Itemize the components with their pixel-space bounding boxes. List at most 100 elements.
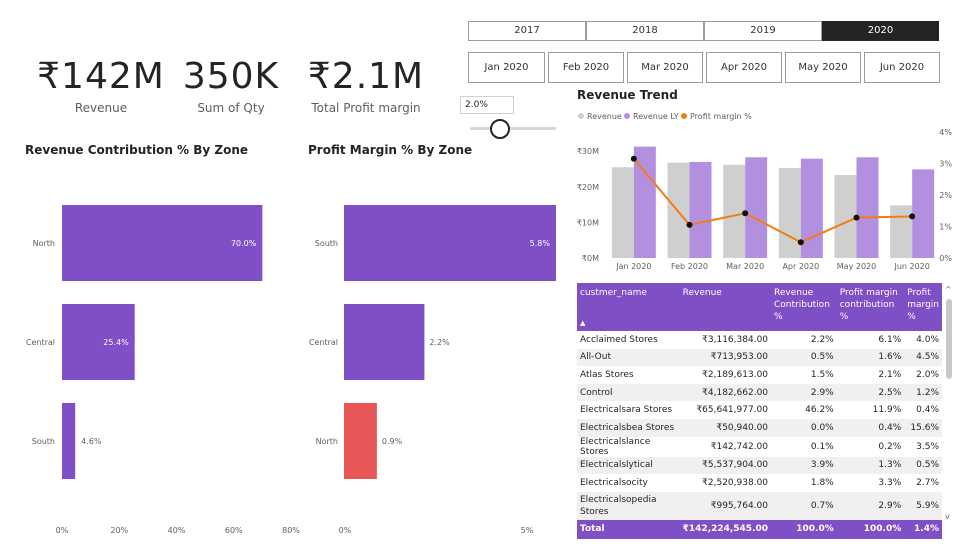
profit-margin-point: [909, 213, 916, 220]
table-scrollbar[interactable]: ^ v: [944, 283, 954, 541]
table-row[interactable]: Electricalsopedia Stores ₹995,764.00 0.7% 2…: [577, 491, 942, 520]
table-row[interactable]: Acclaimed Stores ₹3,116,384.00 2.2% 6.1% 4.0…: [577, 331, 942, 349]
month-button-may[interactable]: May 2020: [785, 52, 861, 83]
table-row[interactable]: Electricalsara Stores ₹65,641,977.00 46.2%…: [577, 401, 942, 419]
cell-revenue: ₹50,940.00: [679, 418, 772, 437]
cell-revenue-contribution: 2.2%: [810, 334, 834, 345]
cell-profit-contribution: 0.4%: [836, 418, 905, 437]
cell-revenue-contribution: 1.8%: [810, 477, 834, 488]
slider-value-input[interactable]: 2.0%: [460, 96, 514, 114]
kpi-qty-label: Sum of Qty: [197, 101, 265, 115]
scroll-up-icon[interactable]: ^: [945, 285, 952, 294]
slider-handle[interactable]: [490, 119, 510, 139]
category-label: Central: [309, 338, 338, 347]
cell-revenue: ₹2,189,613.00: [702, 369, 769, 380]
cell-revenue-contribution: 0.5%: [771, 348, 837, 367]
category-label: North: [316, 437, 338, 446]
month-button-feb[interactable]: Feb 2020: [548, 52, 624, 83]
year-button-2019[interactable]: 2019: [704, 21, 822, 41]
profit-margin-point: [686, 221, 693, 228]
kpi-profit: ₹2.1M Total Profit margin: [302, 55, 430, 115]
kpi-profit-value: ₹2.1M: [307, 56, 425, 97]
data-label: 70.0%: [231, 239, 257, 248]
table-row[interactable]: Electricalsbea Stores ₹50,940.00 0.0% 0.4% 1…: [577, 418, 942, 437]
bar-revenue: [723, 164, 746, 258]
table-row[interactable]: Control ₹4,182,662.00 2.9% 2.5% 1.2%: [577, 383, 942, 402]
month-button-jun[interactable]: Jun 2020: [864, 52, 940, 83]
x-tick-label: 5%: [521, 526, 534, 535]
customer-table: custmer_name ▲ Revenue Revenue Contributi…: [577, 283, 942, 541]
profit-margin-point: [630, 155, 637, 162]
y-tick-label: ₹30M: [577, 147, 599, 156]
profit-margin-line: [633, 158, 913, 244]
category-label: South: [32, 437, 55, 446]
cell-customer: Electricalsara Stores: [580, 405, 673, 416]
cell-profit-margin: 4.5%: [904, 348, 942, 367]
cell-profit-contribution: 0.2%: [878, 441, 902, 452]
x-tick-label: 60%: [225, 526, 243, 535]
cell-profit-contribution: 2.5%: [836, 383, 905, 402]
scroll-thumb[interactable]: [946, 299, 952, 379]
x-tick-label: Jun 2020: [893, 262, 929, 271]
year-button-2018[interactable]: 2018: [586, 21, 704, 41]
cell-customer: Electricalsocity: [580, 477, 648, 488]
col-header-revenue-contribution[interactable]: Revenue Contribution %: [774, 288, 830, 322]
cell-revenue: ₹2,520,938.00: [702, 477, 769, 488]
year-button-2017[interactable]: 2017: [468, 21, 586, 41]
table-row[interactable]: All-Out ₹713,953.00 0.5% 1.6% 4.5%: [577, 348, 942, 367]
cell-profit-margin: 2.0%: [916, 369, 939, 380]
year-button-2020[interactable]: 2020: [822, 21, 939, 41]
cell-revenue: ₹65,641,977.00: [696, 405, 769, 416]
bar-revenue: [890, 205, 913, 258]
x-tick-label: Mar 2020: [726, 262, 764, 271]
cell-revenue-contribution: 0.1%: [810, 441, 834, 452]
x-tick-label: 40%: [168, 526, 186, 535]
bar-revenue-ly: [633, 146, 656, 258]
y2-tick-label: 0%: [939, 254, 952, 263]
table-row[interactable]: Electricalslance Stores ₹142,742.00 0.1% 0.…: [577, 437, 942, 457]
cell-customer: Electricalsbea Stores: [577, 418, 680, 437]
bar-revenue-ly: [745, 157, 768, 258]
col-header-profit-margin[interactable]: Profit margin %: [907, 288, 940, 322]
slider-track[interactable]: [470, 127, 556, 130]
legend-label: Revenue LY: [633, 112, 679, 121]
cell-customer: Atlas Stores: [580, 369, 634, 380]
month-button-mar[interactable]: Mar 2020: [627, 52, 703, 83]
legend-label: Profit margin %: [690, 112, 752, 121]
scroll-down-icon[interactable]: v: [945, 512, 950, 521]
data-label: 25.4%: [103, 338, 129, 347]
x-tick-label: Apr 2020: [782, 262, 819, 271]
col-header-profit-contribution[interactable]: Profit margin contribution %: [839, 288, 898, 322]
table-row[interactable]: Electricalsocity ₹2,520,938.00 1.8% 3.3% 2.7…: [577, 474, 942, 492]
y2-tick-label: 2%: [939, 191, 952, 200]
cell-profit-contribution: 2.1%: [878, 369, 902, 380]
col-header-revenue[interactable]: Revenue: [682, 288, 722, 298]
legend-label: Revenue: [587, 112, 622, 121]
cell-revenue: ₹3,116,384.00: [702, 334, 769, 345]
bar-central: [62, 304, 135, 380]
cell-revenue-contribution: 3.9%: [771, 456, 837, 475]
month-button-apr[interactable]: Apr 2020: [706, 52, 782, 83]
cell-profit-contribution: 6.1%: [878, 334, 902, 345]
cell-profit-margin: 15.6%: [904, 418, 942, 437]
cell-profit-margin: 1.2%: [904, 383, 942, 402]
y-tick-label: ₹0M: [582, 254, 599, 263]
cell-revenue-contribution: 2.9%: [771, 383, 837, 402]
total-label: Total: [577, 519, 680, 539]
month-button-jan[interactable]: Jan 2020: [468, 52, 545, 83]
y2-tick-label: 4%: [939, 128, 952, 137]
cell-profit-contribution: 1.6%: [836, 348, 905, 367]
sort-ascending-icon[interactable]: ▲: [580, 319, 586, 327]
data-label: 5.8%: [530, 239, 551, 248]
x-tick-label: Jan 2020: [615, 262, 651, 271]
y-tick-label: ₹20M: [577, 183, 599, 192]
legend-marker: [681, 113, 687, 119]
col-header-customer[interactable]: custmer_name ▲: [580, 288, 647, 327]
total-revenue: ₹142,224,545.00: [679, 519, 772, 539]
table-row[interactable]: Electricalslytical ₹5,537,904.00 3.9% 1.3% 0…: [577, 456, 942, 475]
cell-revenue: ₹995,764.00: [679, 491, 772, 520]
cell-profit-contribution: 2.9%: [836, 491, 905, 520]
table-row[interactable]: Atlas Stores ₹2,189,613.00 1.5% 2.1% 2.0%: [577, 366, 942, 384]
bar-revenue-ly: [856, 157, 879, 258]
